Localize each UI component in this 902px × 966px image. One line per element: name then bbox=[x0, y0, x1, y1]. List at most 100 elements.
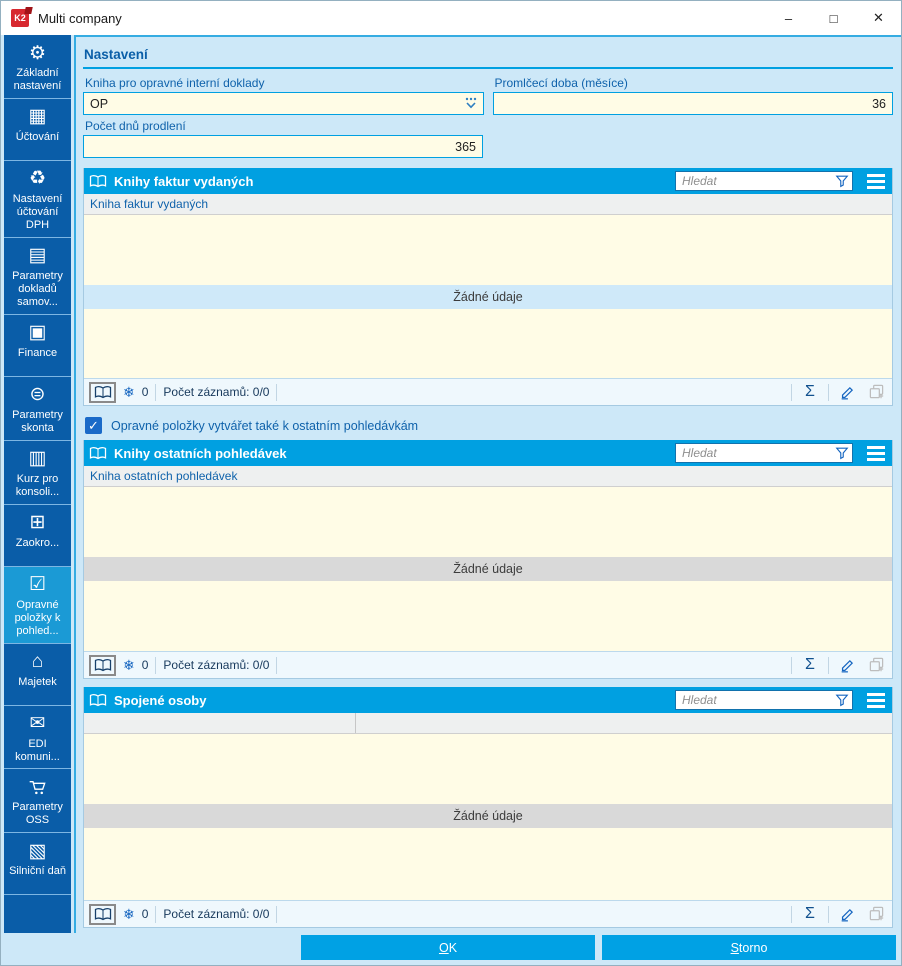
corrective-items-checkbox-row: ✓ Opravné položky vytvářet také k ostatn… bbox=[85, 417, 893, 434]
freeze-count: 0 bbox=[141, 907, 149, 921]
close-icon[interactable]: ✕ bbox=[873, 10, 884, 25]
maximize-icon[interactable]: □ bbox=[829, 10, 838, 26]
search-input[interactable] bbox=[682, 174, 835, 188]
sidebar-item-label: Účtování bbox=[15, 130, 60, 143]
book-icon bbox=[89, 693, 107, 708]
search-box bbox=[675, 171, 853, 191]
vat-accounting-icon: ♻ bbox=[28, 168, 47, 190]
book-icon bbox=[89, 174, 107, 189]
panel: Spojené osoby Žádné údaje ❄ 0 Počet zázn… bbox=[83, 687, 893, 928]
list-area[interactable]: Žádné údaje bbox=[84, 215, 892, 378]
settings-content: Nastavení Kniha pro opravné interní dokl… bbox=[74, 35, 901, 933]
divider bbox=[791, 383, 792, 401]
sigma-icon[interactable]: Σ bbox=[805, 656, 815, 673]
list-area[interactable]: Žádné údaje bbox=[84, 734, 892, 900]
column-label[interactable]: Kniha faktur vydaných bbox=[90, 197, 209, 211]
sidebar-item-nastaveni-uctovani-dph[interactable]: ♻ Nastavení účtování DPH bbox=[4, 161, 71, 238]
column-label[interactable]: Kniha ostatních pohledávek bbox=[90, 469, 238, 483]
hamburger-icon[interactable] bbox=[862, 690, 889, 710]
sidebar-item-label: Kurz pro konsoli... bbox=[15, 472, 60, 498]
minimize-icon[interactable]: – bbox=[784, 10, 793, 26]
book-field: Kniha pro opravné interní doklady bbox=[83, 76, 484, 115]
book-combo-input[interactable] bbox=[83, 92, 484, 115]
sidebar-item-finance[interactable]: ▣ Finance bbox=[4, 315, 71, 377]
panel-header: Spojené osoby bbox=[84, 687, 892, 713]
copy-plus-icon[interactable] bbox=[865, 657, 887, 673]
column-label[interactable] bbox=[356, 713, 892, 733]
copy-plus-icon[interactable] bbox=[865, 384, 887, 400]
delay-field: Počet dnů prodlení bbox=[83, 119, 483, 158]
calculator-icon: ⊞ bbox=[29, 512, 46, 534]
record-count: Počet záznamů: 0/0 bbox=[163, 385, 270, 399]
divider bbox=[276, 383, 278, 401]
delay-input[interactable] bbox=[83, 135, 483, 158]
sidebar-item-label: Parametry dokladů samov... bbox=[12, 269, 63, 308]
sidebar-item-kurz-pro-konsolidaci[interactable]: ▥ Kurz pro konsoli... bbox=[4, 441, 71, 505]
limitation-field-label: Promlčecí doba (měsíce) bbox=[494, 76, 628, 90]
search-input[interactable] bbox=[682, 693, 835, 707]
sidebar-item-label: Parametry OSS bbox=[12, 801, 63, 827]
sidebar-item-majetek[interactable]: ⌂ Majetek bbox=[4, 644, 71, 706]
empty-state: Žádné údaje bbox=[84, 285, 892, 309]
sidebar-item-label: Základní nastavení bbox=[13, 67, 62, 92]
sidebar-item-silnicni-dan[interactable]: ▧ Silniční daň bbox=[4, 833, 71, 896]
divider bbox=[155, 905, 157, 923]
divider bbox=[276, 656, 278, 674]
edi-mail-icon: ✉ bbox=[29, 713, 46, 735]
snowflake-icon[interactable]: ❄ bbox=[123, 905, 135, 922]
hamburger-icon[interactable] bbox=[862, 171, 889, 191]
panel-title: Knihy ostatních pohledávek bbox=[114, 445, 287, 461]
documents-icon: ▤ bbox=[28, 245, 47, 267]
column-header: Kniha faktur vydaných bbox=[84, 194, 892, 215]
sidebar-item-label: Parametry skonta bbox=[12, 408, 63, 434]
combo-dropdown-icon[interactable] bbox=[463, 97, 479, 110]
column-header: Kniha ostatních pohledávek bbox=[84, 466, 892, 487]
window-title: Multi company bbox=[38, 10, 122, 26]
sigma-icon[interactable]: Σ bbox=[805, 383, 815, 400]
snowflake-icon[interactable]: ❄ bbox=[123, 383, 135, 400]
book-field-label: Kniha pro opravné interní doklady bbox=[85, 76, 265, 90]
column-label[interactable] bbox=[84, 713, 356, 733]
divider bbox=[155, 656, 157, 674]
hamburger-icon[interactable] bbox=[862, 443, 889, 463]
section-title: Nastavení bbox=[83, 45, 893, 69]
list-area[interactable]: Žádné údaje bbox=[84, 487, 892, 651]
pencil-icon[interactable] bbox=[836, 657, 858, 673]
panel-title: Spojené osoby bbox=[114, 692, 207, 708]
funnel-icon[interactable] bbox=[835, 446, 849, 460]
chart-document-icon: ▥ bbox=[28, 448, 47, 470]
sidebar-item-parametry-dokladu-samov[interactable]: ▤ Parametry dokladů samov... bbox=[4, 238, 71, 315]
copy-plus-icon[interactable] bbox=[865, 906, 887, 922]
snowflake-icon[interactable]: ❄ bbox=[123, 656, 135, 673]
sidebar-item-uctovani[interactable]: ▦ Účtování bbox=[4, 99, 71, 161]
funnel-icon[interactable] bbox=[835, 174, 849, 188]
sidebar-item-parametry-skonta[interactable]: ⊜ Parametry skonta bbox=[4, 377, 71, 441]
sidebar-item-zaokrouhleni[interactable]: ⊞ Zaokro... bbox=[4, 505, 71, 567]
book-view-button[interactable] bbox=[89, 381, 116, 403]
pencil-icon[interactable] bbox=[836, 906, 858, 922]
cart-icon bbox=[28, 776, 48, 798]
divider bbox=[828, 656, 829, 674]
column-header bbox=[84, 713, 892, 734]
sidebar-item-edi-komunikace[interactable]: ✉ EDI komuni... bbox=[4, 706, 71, 770]
divider bbox=[828, 383, 829, 401]
sidebar-item-label: EDI komuni... bbox=[15, 737, 60, 763]
delay-field-label: Počet dnů prodlení bbox=[85, 119, 186, 133]
pencil-icon[interactable] bbox=[836, 384, 858, 400]
divider bbox=[791, 656, 792, 674]
book-view-button[interactable] bbox=[89, 654, 116, 676]
corrective-items-icon: ☑ bbox=[28, 574, 47, 596]
search-input[interactable] bbox=[682, 446, 835, 460]
sidebar-item-parametry-oss[interactable]: Parametry OSS bbox=[4, 769, 71, 834]
sidebar-item-zakladni-nastaveni[interactable]: ⚙ Základní nastavení bbox=[4, 35, 71, 99]
funnel-icon[interactable] bbox=[835, 693, 849, 707]
sigma-icon[interactable]: Σ bbox=[805, 905, 815, 922]
freeze-count: 0 bbox=[141, 385, 149, 399]
checkbox[interactable]: ✓ bbox=[85, 417, 102, 434]
book-view-button[interactable] bbox=[89, 903, 116, 925]
sidebar-item-opravne-polozky-k-pohledavkam[interactable]: ☑ Opravné položky k pohled... bbox=[4, 566, 71, 644]
limitation-input[interactable] bbox=[492, 92, 893, 115]
